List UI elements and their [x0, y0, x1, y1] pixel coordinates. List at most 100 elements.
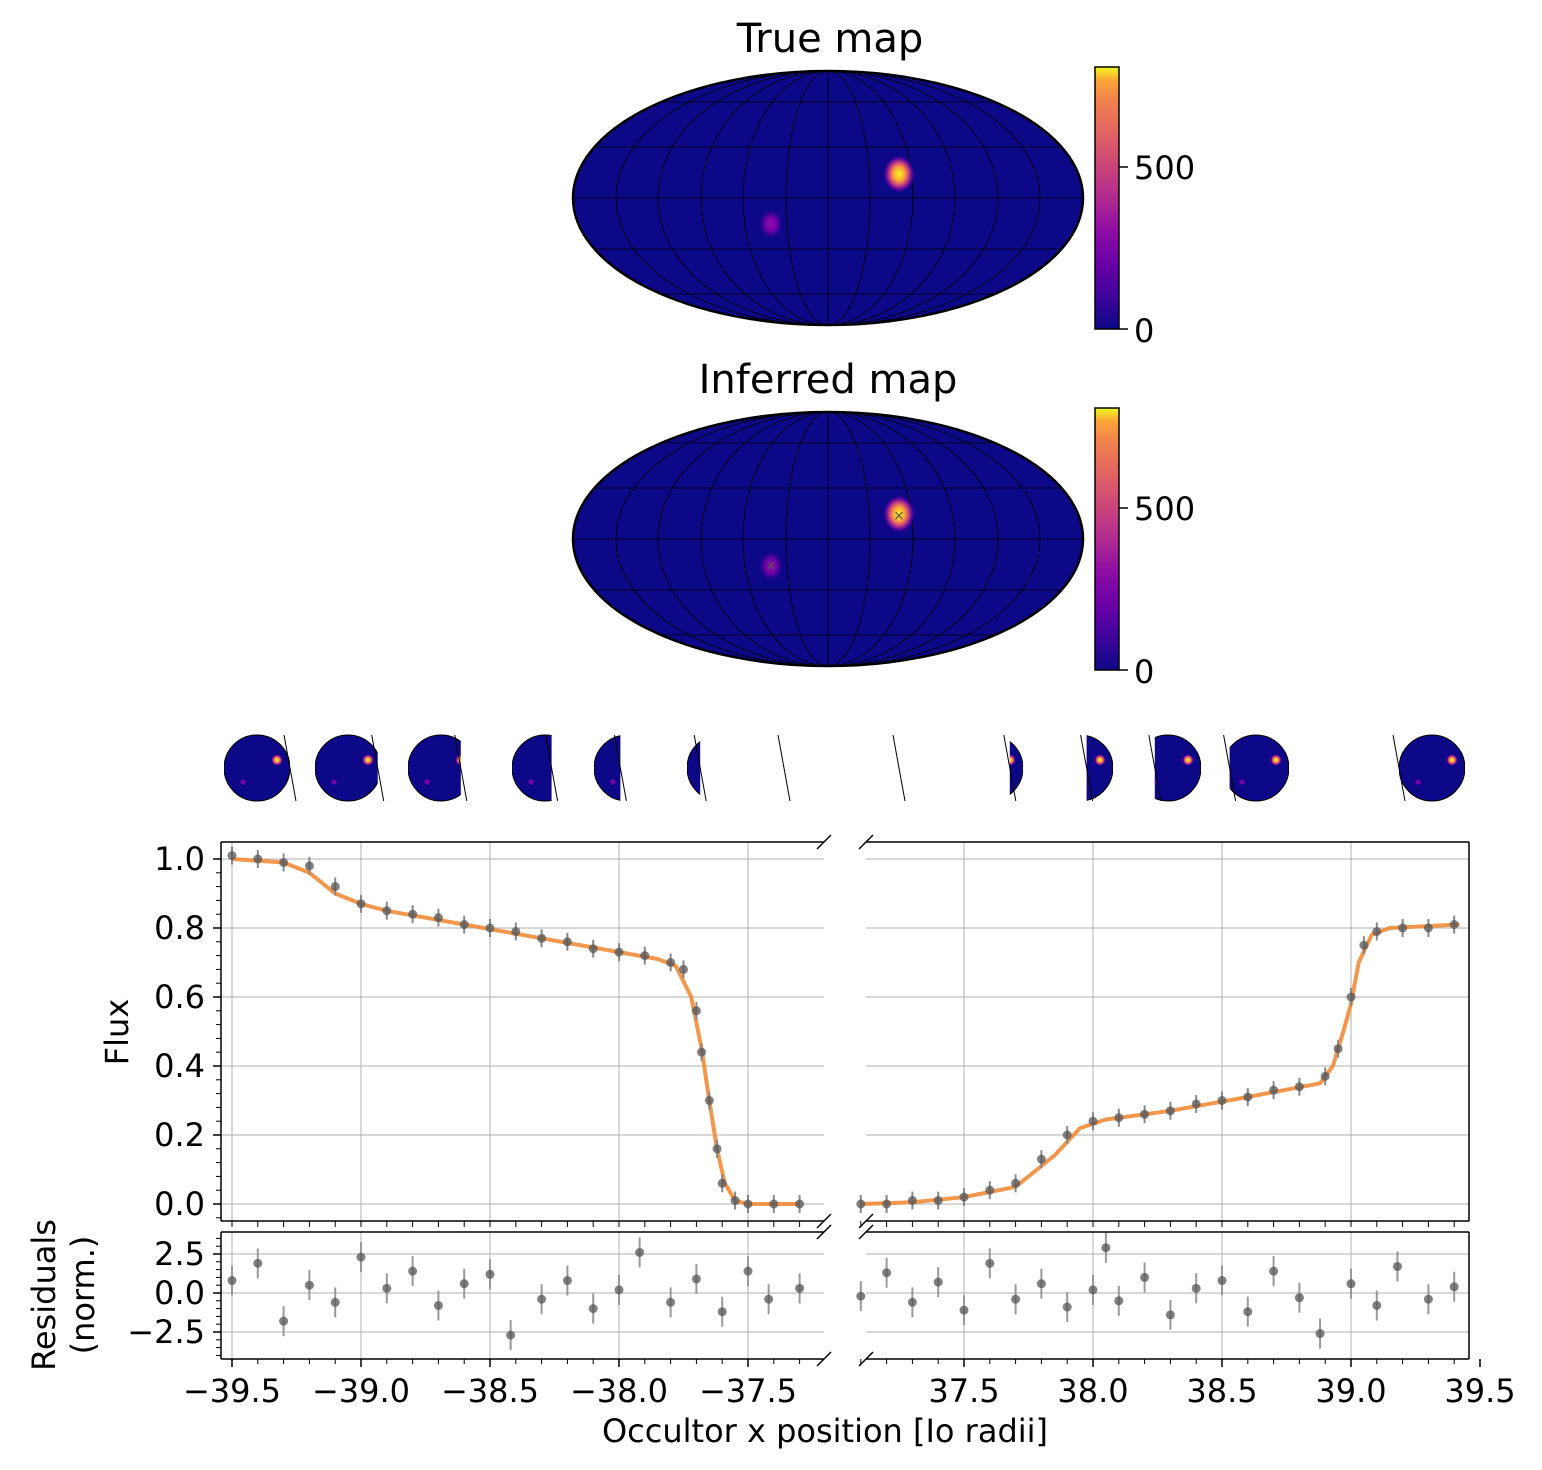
flux-point — [795, 1199, 805, 1209]
residual-point — [253, 1258, 263, 1268]
residuals-y-tick-label: −2.5 — [127, 1313, 205, 1351]
thumbnail-disk — [224, 734, 290, 802]
flux-point — [382, 906, 392, 916]
flux-point — [882, 1199, 892, 1209]
occultor-limb — [1148, 734, 1162, 802]
residual-point — [1114, 1296, 1124, 1306]
thumbnail-bright-spot — [1270, 754, 1282, 766]
true-colorbar-tick-0: 0 — [1134, 312, 1154, 350]
flux-point — [704, 1096, 714, 1105]
flux-point — [1333, 1044, 1343, 1054]
thumbnail-disk — [594, 735, 621, 801]
flux-point — [588, 944, 598, 954]
occultor-limb — [693, 734, 707, 802]
residual-point — [408, 1266, 418, 1276]
thumbnail-bright-spot — [1094, 754, 1106, 766]
residual-point — [856, 1291, 866, 1301]
flux-point — [562, 937, 572, 947]
thumbnail-bright-spot — [734, 754, 746, 766]
phase-thumbnail — [408, 734, 468, 802]
thumbnail-dim-spot — [330, 778, 338, 786]
x-tick-label: 37.5 — [928, 1372, 999, 1410]
inferred-map-dim-spot — [758, 550, 784, 582]
flux-point — [666, 958, 676, 967]
residual-point — [985, 1258, 995, 1268]
residual-point — [1217, 1276, 1227, 1286]
true-map-panel: True map 500 — [571, 16, 1195, 350]
inferred-colorbar-tick-0: 0 — [1134, 653, 1154, 691]
flux-y-ticks: 0.0 0.2 0.4 0.6 0.8 1.0 — [154, 840, 221, 1223]
flux-point — [511, 926, 521, 936]
residual-point — [882, 1268, 892, 1278]
flux-point — [769, 1199, 779, 1209]
inferred-colorbar-tick-500: 500 — [1134, 490, 1195, 528]
x-tick-label: 39.5 — [1444, 1372, 1515, 1410]
true-map-bright-spot — [883, 155, 915, 193]
flux-point — [717, 1178, 727, 1188]
residual-point — [1011, 1294, 1021, 1304]
residual-point — [1346, 1279, 1356, 1289]
residuals-grid — [221, 1232, 1469, 1359]
flux-point — [1217, 1096, 1227, 1105]
residual-point — [933, 1277, 943, 1287]
thumbnail-bright-spot — [559, 754, 571, 766]
residual-point — [1036, 1279, 1046, 1289]
residual-point — [330, 1297, 340, 1307]
thumbnail-bright-spot — [1182, 754, 1194, 766]
phase-thumbnail — [892, 734, 906, 802]
flux-point — [697, 1047, 707, 1057]
flux-point — [1191, 1099, 1201, 1109]
flux-point — [1359, 940, 1369, 950]
inferred-map-panel: Inferred map × × — [571, 357, 1195, 691]
inferred-marker-1: × — [893, 508, 905, 524]
occultor-limb — [1003, 734, 1017, 802]
residual-point — [1269, 1266, 1279, 1276]
flux-point — [356, 899, 366, 909]
true-map-colorbar: 500 0 — [1094, 66, 1195, 350]
occultor-limb — [283, 734, 297, 802]
residual-point — [635, 1247, 645, 1257]
residual-point — [795, 1283, 805, 1293]
flux-y-tick-label: 0.2 — [154, 1116, 205, 1154]
thumbnail-bright-spot — [271, 754, 283, 766]
residual-point — [1392, 1261, 1402, 1271]
flux-point — [1165, 1106, 1175, 1116]
flux-point — [1269, 1085, 1279, 1095]
residual-point — [1449, 1282, 1459, 1292]
residual-point — [717, 1307, 727, 1317]
thumbnail-dim-spot — [239, 778, 247, 786]
flux-point — [907, 1196, 917, 1206]
inferred-map-bright-spot — [883, 495, 915, 533]
phase-thumbnail — [687, 734, 746, 802]
occultor-limb — [371, 734, 385, 802]
thumbnail-dim-spot — [527, 778, 535, 786]
flux-grid — [221, 842, 1469, 1221]
thumbnail-dim-spot — [609, 778, 617, 786]
x-tick-label: −38.5 — [441, 1372, 539, 1410]
flux-point — [1088, 1116, 1098, 1126]
thumbnail-bright-spot — [1446, 754, 1458, 766]
residual-point — [1243, 1307, 1253, 1317]
flux-point — [485, 923, 495, 933]
flux-y-tick-label: 0.0 — [154, 1185, 205, 1223]
occultor-limb — [777, 734, 791, 802]
true-map-title: True map — [736, 16, 924, 62]
flux-point — [279, 857, 289, 867]
residuals-y-label-line2: (norm.) — [64, 1236, 102, 1355]
true-map-outline — [571, 69, 1085, 327]
flux-point — [691, 1006, 701, 1016]
x-tick-label: −38.0 — [570, 1372, 668, 1410]
flux-point — [640, 951, 650, 961]
flux-point — [227, 851, 237, 861]
flux-axes-frame — [220, 834, 1470, 1229]
thumbnail-disk — [512, 734, 552, 802]
true-colorbar-tick-500: 500 — [1134, 149, 1195, 187]
occultor-limb — [1223, 734, 1237, 802]
flux-point — [459, 920, 469, 930]
residuals-panel: −2.50.02.5 −39.5 −39.0 −38.5 −38.0 −37.5 37.5… — [25, 1219, 1516, 1450]
x-tick-label: 39.0 — [1315, 1372, 1386, 1410]
residuals-y-tick-label: 2.5 — [154, 1235, 205, 1273]
thumbnail-dim-spot — [1238, 778, 1246, 786]
thumbnail-disk — [1154, 734, 1202, 802]
residual-point — [1088, 1285, 1098, 1295]
